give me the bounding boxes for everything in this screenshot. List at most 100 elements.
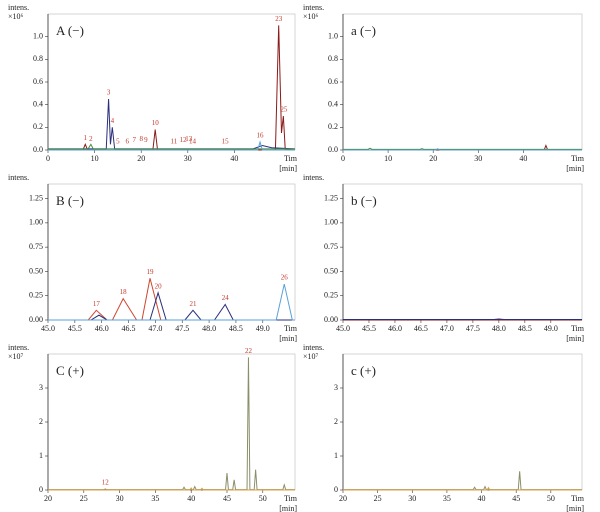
x-unit: [min] [566, 164, 584, 173]
peak-label: 14 [189, 137, 197, 145]
x-tick-label: 47.0 [148, 324, 162, 333]
x-label: Tim [284, 154, 298, 163]
peak-label: 3 [107, 89, 111, 97]
y-tick-label: 0.4 [33, 99, 43, 108]
x-tick-label: 46.0 [388, 324, 402, 333]
x-tick-label: 48.5 [518, 324, 532, 333]
x-tick-label: 45.5 [68, 324, 82, 333]
x-tick-label: 46.5 [122, 324, 136, 333]
y-label: intens. [303, 343, 324, 352]
peak-label: 25 [280, 106, 288, 114]
trace [343, 147, 582, 150]
peak-label: 21 [189, 300, 197, 308]
peak-label: 12 [102, 479, 110, 487]
y-tick-label: 0.50 [324, 266, 338, 275]
plot-frame [342, 353, 583, 491]
y-tick-label: 0.0 [33, 145, 43, 154]
x-tick-label: 35 [151, 494, 159, 503]
x-tick-label: 30 [408, 494, 416, 503]
trace [343, 471, 582, 491]
x-tick-label: 45.0 [41, 324, 55, 333]
x-tick-label: 49.0 [544, 324, 558, 333]
x-tick-label: 20 [137, 154, 145, 163]
x-tick-label: 0 [46, 154, 50, 163]
panel-title: A (−) [56, 23, 84, 38]
panel-title: c (+) [351, 363, 376, 378]
y-label: intens. [303, 173, 324, 182]
x-unit: [min] [566, 334, 584, 343]
y-label: intens. [8, 173, 29, 182]
x-tick-label: 40 [187, 494, 195, 503]
x-tick-label: 48.0 [492, 324, 506, 333]
x-tick-label: 48.0 [202, 324, 216, 333]
y-tick-label: 0.00 [29, 315, 43, 324]
y-tick-label: 1 [334, 451, 338, 460]
y-tick-label: 0.6 [328, 77, 338, 86]
x-tick-label: 45.5 [362, 324, 376, 333]
x-tick-label: 46.5 [414, 324, 428, 333]
x-tick-label: 25 [80, 494, 88, 503]
peak-label: 26 [281, 274, 289, 282]
x-tick-label: 49.0 [256, 324, 270, 333]
peak-label: 7 [132, 136, 136, 144]
peak-label: 15 [222, 137, 230, 145]
peak-label: 24 [222, 294, 230, 302]
x-tick-label: 30 [116, 494, 124, 503]
x-tick-label: 40 [230, 154, 238, 163]
panel-title: b (−) [351, 193, 377, 208]
y-tick-label: 2 [39, 417, 43, 426]
y-tick-label: 0.8 [33, 54, 43, 63]
peak-label: 18 [120, 288, 128, 296]
y-tick-label: 0.25 [29, 291, 43, 300]
y-tick-label: 0.75 [324, 242, 338, 251]
x-label: Tim [571, 324, 585, 333]
y-tick-label: 3 [334, 383, 338, 392]
peak-label: 2 [89, 135, 93, 143]
trace [343, 486, 582, 491]
x-tick-label: 47.0 [440, 324, 454, 333]
peak-label: 6 [125, 137, 129, 145]
x-tick-label: 50 [547, 494, 555, 503]
x-unit: [min] [279, 164, 297, 173]
trace [48, 291, 295, 321]
y-tick-label: 1.00 [29, 218, 43, 227]
panel-title: C (+) [56, 363, 84, 378]
panel-title: a (−) [351, 23, 376, 38]
y-tick-label: 0.4 [328, 99, 338, 108]
y-tick-label: 0.75 [29, 242, 43, 251]
y-tick-label: 0.25 [324, 291, 338, 300]
x-tick-label: 47.5 [466, 324, 480, 333]
y-tick-label: 1.0 [33, 31, 43, 40]
y-tick-label: 1.00 [324, 218, 338, 227]
y-tick-label: 1.0 [328, 31, 338, 40]
peak-label: 19 [147, 268, 155, 276]
trace [48, 143, 295, 150]
plot-frame [342, 183, 583, 321]
y-scale: ×10⁶ [8, 12, 24, 21]
peak-label: 23 [275, 15, 283, 23]
x-unit: [min] [566, 504, 584, 512]
trace [48, 487, 295, 491]
y-tick-label: 0.8 [328, 54, 338, 63]
x-label: Tim [571, 494, 585, 503]
x-tick-label: 20 [429, 154, 437, 163]
x-unit: [min] [279, 504, 297, 512]
y-scale: ×10⁶ [303, 12, 319, 21]
peak-label: 12 [180, 136, 188, 144]
peak-label: 5 [116, 137, 120, 145]
y-tick-label: 1.25 [29, 193, 43, 202]
x-tick-label: 30 [184, 154, 192, 163]
x-label: Tim [284, 324, 298, 333]
y-tick-label: 0.6 [33, 77, 43, 86]
y-tick-label: 0 [334, 485, 338, 494]
x-tick-label: 35 [443, 494, 451, 503]
x-tick-label: 20 [44, 494, 52, 503]
x-label: Tim [571, 154, 585, 163]
y-tick-label: 0.00 [324, 315, 338, 324]
y-tick-label: 1 [39, 451, 43, 460]
x-tick-label: 40 [519, 154, 527, 163]
trace [343, 148, 582, 151]
peak-label: 9 [144, 136, 148, 144]
x-tick-label: 10 [91, 154, 99, 163]
